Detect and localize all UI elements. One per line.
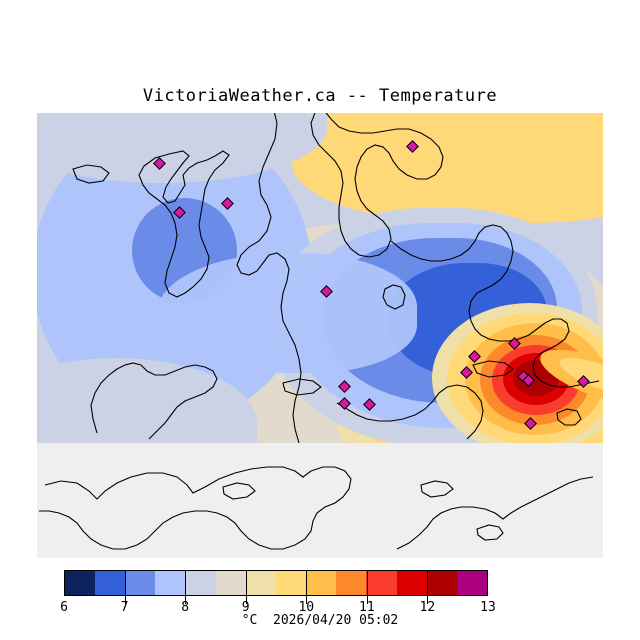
colorbar-swatch [426, 571, 457, 595]
colorbar-swatch [275, 571, 307, 595]
colorbar-tick-label: 8 [181, 600, 190, 615]
coastline-overlay [72, 113, 600, 443]
colorbar-swatch [245, 571, 276, 595]
islet-lower-strip-b [420, 480, 454, 498]
colorbar-tick-label: 13 [480, 600, 496, 615]
coast-lower-main [39, 466, 352, 550]
coast-southeast-lobe [336, 384, 484, 440]
colorbar-tick-label: 12 [419, 600, 436, 615]
colorbar-swatch [456, 571, 487, 595]
colorbar-swatch [185, 571, 216, 595]
colorbar[interactable] [64, 570, 488, 596]
colorbar-tick-label: 11 [359, 600, 375, 615]
islet-centre [382, 284, 406, 310]
colorbar-swatch [215, 571, 246, 595]
islet-lower-strip-a [222, 482, 256, 500]
colorbar-swatch [336, 571, 367, 595]
islet-north-small [72, 164, 110, 184]
islet-far-east [556, 408, 582, 426]
colorbar-swatch [125, 571, 156, 595]
colorbar-tick-label: 10 [298, 600, 315, 615]
lower-coastline-overlay [39, 466, 594, 550]
colorbar-caption: °C 2026/04/20 05:02 [241, 613, 399, 628]
cold-tail-west [157, 253, 417, 373]
colorbar-swatch [65, 571, 96, 595]
colorbar-tick [366, 570, 368, 604]
temperature-map-canvas [37, 113, 603, 443]
colorbar-swatch [396, 571, 427, 595]
colorbar-tick-label: 6 [60, 600, 68, 615]
island-north-west [138, 150, 230, 298]
colorbar-swatch [306, 571, 337, 595]
colorbar-tick [185, 570, 187, 604]
coast-northeast-peninsula [310, 113, 444, 258]
colorbar-tick [245, 570, 247, 604]
islet-west-small [282, 378, 322, 396]
coast-east-shoreline [390, 224, 600, 388]
colorbar-tick [124, 570, 126, 604]
colorbar-swatch [155, 571, 186, 595]
coast-lower-east [396, 476, 594, 550]
field-warm-north [292, 113, 603, 223]
colorbar-tick [427, 570, 429, 604]
colorbar-swatch [366, 571, 397, 595]
colorbar-swatch [95, 571, 126, 595]
islet-lower-east [472, 360, 514, 378]
colorbar-tick-label: 7 [120, 600, 129, 615]
colorbar-tick [306, 570, 308, 604]
lower-land-strip [37, 443, 603, 558]
colorbar-tick-label: 9 [241, 600, 250, 615]
island-south-west [90, 362, 218, 440]
page-title: VictoriaWeather.ca -- Temperature [142, 86, 498, 106]
islet-lower-strip-c [476, 524, 504, 541]
coast-central-mainland [236, 113, 302, 443]
